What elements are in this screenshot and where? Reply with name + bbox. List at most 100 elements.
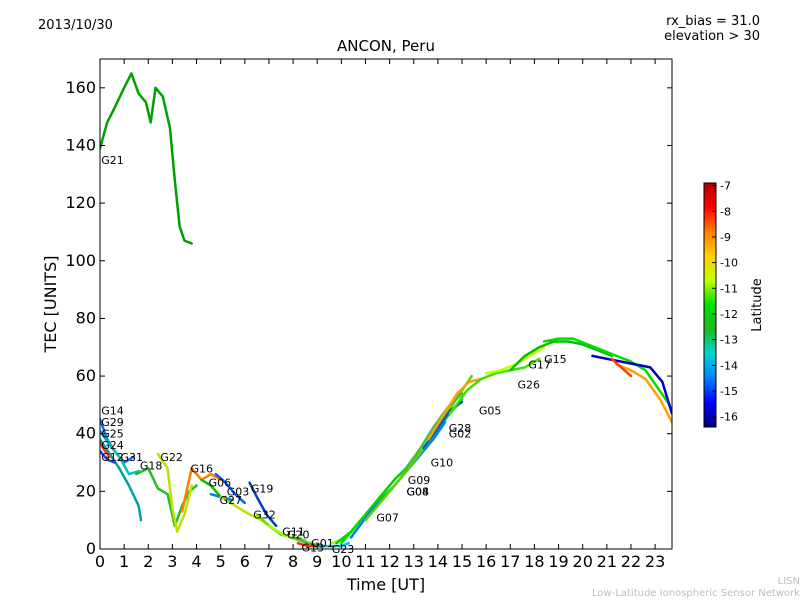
colorbar-tick-label: -15 [720,385,738,398]
x-tick-label: 15 [452,552,472,571]
y-tick-label: 120 [65,193,96,212]
plot-frame [99,58,673,550]
x-tick-label: 16 [476,552,496,571]
axis-ticks: 0 1 2 3 4 5 6 7 8 9 10 11 12 13 14 15 16 17 18 19 20 21 22 2302… [65,59,672,571]
series-line-g12 [100,441,111,459]
satellite-label: G22 [160,451,183,464]
satellite-label: G03 [227,485,250,498]
colorbar-tick-label: -8 [720,205,731,218]
x-tick-label: 7 [264,552,274,571]
series-line-g22 [156,452,193,533]
rx-bias-label: rx_bias = 31.0 [666,14,760,29]
satellite-label: G28 [449,422,472,435]
colorbar-tick-label: -7 [720,180,731,193]
satellite-label: G01 [311,537,334,550]
satellite-label: G16 [191,462,214,475]
series-line-g19 [248,481,278,528]
satellite-label: G10 [431,457,454,470]
series-line-g36 [610,357,633,378]
y-tick-label: 100 [65,251,96,270]
network-short-credit: LISN [777,576,800,587]
x-tick-label: 20 [573,552,593,571]
satellite-label: G21 [101,154,124,167]
series-line-g13 [296,541,319,548]
satellite-label: G04 [407,485,430,498]
satellite-label: G07 [376,511,399,524]
series-line-g29 [100,429,140,476]
x-tick-label: 23 [645,552,665,571]
satellite-label: G14 [101,405,124,418]
x-tick-label: 19 [548,552,568,571]
y-tick-label: 160 [65,78,96,97]
x-tick-label: 2 [143,552,153,571]
x-tick-label: 5 [216,552,226,571]
satellite-label: G08 [407,485,430,498]
satellite-label: G29 [101,416,124,429]
satellite-label: G05 [479,405,502,418]
x-tick-label: 13 [404,552,424,571]
x-tick-label: 17 [500,552,520,571]
series-layer [100,72,672,548]
colorbar-tick-label: -9 [720,231,731,244]
series-line-g05 [426,377,483,441]
x-tick-label: 8 [288,552,298,571]
x-tick-label: 11 [355,552,375,571]
network-credit: Low-Latitude Ionospheric Sensor Network [592,588,800,599]
y-tick-label: 60 [76,366,96,385]
series-line-g26 [448,357,541,415]
x-tick-label: 1 [119,552,129,571]
y-axis-label: TEC [UNITS] [41,256,60,354]
satellite-label: G11 [282,526,305,539]
series-line-g35 [615,363,672,424]
satellite-label: G17 [528,359,551,372]
chart-date: 2013/10/30 [38,18,113,33]
latitude-colorbar: -7 -8 -9 -10 -11 -12 -13 -14 -15 -16 Latitude [703,180,765,428]
series-line-g24 [100,449,116,464]
colorbar-tick-label: -10 [720,257,738,270]
elevation-label: elevation > 30 [664,29,760,44]
y-tick-label: 40 [76,424,96,443]
y-tick-label: 0 [86,539,96,558]
satellite-label: G18 [140,459,163,472]
series-line-g03 [214,472,247,505]
series-line-g23 [315,541,350,548]
x-tick-label: 18 [524,552,544,571]
satellite-label: G20 [287,529,310,542]
colorbar-label: Latitude [750,278,765,332]
x-tick-label: 4 [191,552,201,571]
series-line-g21 [100,72,193,245]
satellite-label: G19 [251,482,274,495]
series-line-g30 [542,337,671,407]
series-line-g18 [134,467,198,528]
chart-title: ANCON, Peru [337,37,435,55]
satellite-label: G15 [544,353,567,366]
x-tick-label: 22 [621,552,641,571]
colorbar-tick-label: -13 [720,334,738,347]
satellite-label: G02 [449,428,472,441]
satellite-label: G09 [408,474,431,487]
colorbar-tick-label: -16 [720,411,738,424]
y-tick-label: 20 [76,481,96,500]
colorbar-tick-label: -12 [720,308,738,321]
x-tick-label: 14 [428,552,448,571]
satellite-label: G26 [518,379,541,392]
x-axis-label: Time [UT] [346,575,425,594]
satellite-label: G23 [332,543,355,556]
satellite-label: G13 [302,542,325,555]
satellite-label: G12 [101,451,124,464]
x-tick-label: 3 [167,552,177,571]
series-line-g15 [509,340,613,372]
x-tick-label: 0 [95,552,105,571]
y-tick-label: 80 [76,308,96,327]
x-tick-label: 21 [597,552,617,571]
satellite-label: G31 [121,451,144,464]
colorbar-tick-label: -11 [720,282,738,295]
x-tick-label: 9 [312,552,322,571]
series-line-g34 [591,354,672,415]
x-tick-label: 10 [331,552,351,571]
satellite-label: G27 [219,494,242,507]
colorbar-tick-label: -14 [720,359,738,372]
series-line-g25 [100,438,143,522]
